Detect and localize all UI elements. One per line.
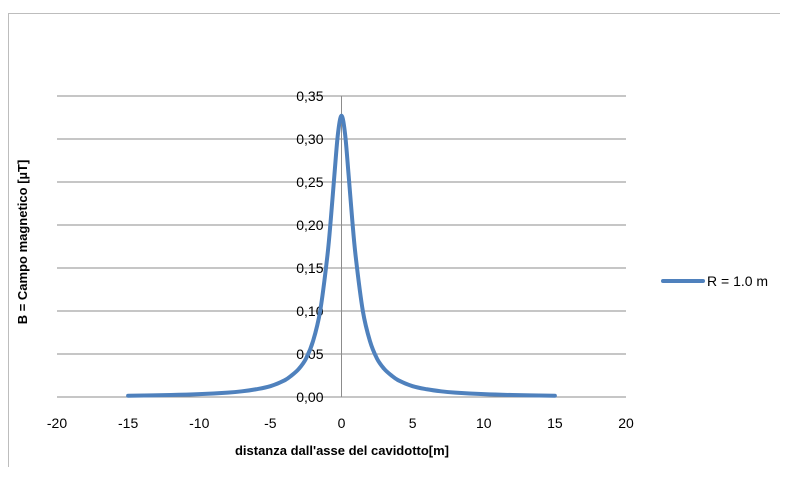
y-tick-label-5: 0,25 [296,174,323,190]
x-tick-label-4: 0 [338,415,346,431]
x-tick-label-1: -15 [118,415,138,431]
x-tick-label-0: -20 [47,415,67,431]
y-tick-label-6: 0,30 [296,131,323,147]
x-tick-labels: -20 -15 -10 -5 0 5 10 15 20 [47,415,634,431]
x-tick-label-3: -5 [264,415,277,431]
y-tick-label-3: 0,15 [296,260,323,276]
series-lines [126,113,557,398]
chart-frame [8,13,780,467]
y-tick-label-7: 0,35 [296,88,323,104]
x-tick-label-8: 20 [618,415,634,431]
x-tick-label-7: 15 [547,415,563,431]
x-tick-label-2: -10 [189,415,209,431]
series-line-0 [126,113,557,398]
y-tick-label-2: 0,10 [296,303,323,319]
y-tick-label-0: 0,00 [296,389,323,405]
x-tick-label-6: 10 [476,415,492,431]
x-axis-title: distanza dall'asse del cavidotto[m] [235,443,449,458]
axes [57,96,626,398]
y-tick-labels: 0,000,050,100,150,200,250,300,35 [296,88,342,405]
legend-label: R = 1.0 m [707,273,768,289]
y-tick-label-4: 0,20 [296,217,323,233]
legend: R = 1.0 m [661,273,768,289]
x-tick-label-5: 5 [409,415,417,431]
y-axis-title: B = Campo magnetico [µT] [15,160,30,325]
